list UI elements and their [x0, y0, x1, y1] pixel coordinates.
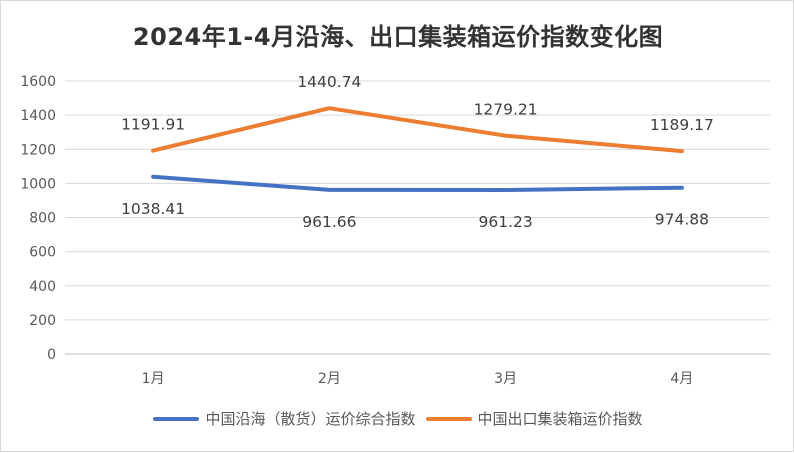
- data-label: 1038.41: [121, 200, 185, 218]
- x-tick-label: 3月: [494, 371, 517, 387]
- legend-label-coastal: 中国沿海（散货）运价综合指数: [205, 410, 416, 428]
- legend: 中国沿海（散货）运价综合指数 中国出口集装箱运价指数: [1, 408, 794, 429]
- series-line-0: [151, 174, 684, 192]
- y-tick-label: 0: [47, 347, 56, 363]
- y-tick-label: 1000: [20, 176, 56, 192]
- y-tick-label: 600: [29, 245, 56, 261]
- y-tick-label: 200: [29, 313, 56, 329]
- x-tick-label: 1月: [142, 371, 165, 387]
- data-label: 961.66: [302, 213, 356, 231]
- data-label: 961.23: [479, 213, 533, 231]
- data-label: 1191.91: [121, 116, 185, 134]
- x-tick-label: 4月: [670, 371, 693, 387]
- y-tick-label: 800: [29, 211, 56, 227]
- data-label: 1440.74: [297, 73, 361, 91]
- y-tick-label: 1200: [20, 142, 56, 158]
- y-tick-label: 1400: [20, 108, 56, 124]
- x-tick-label: 2月: [318, 371, 341, 387]
- chart-title: 2024年1-4月沿海、出口集装箱运价指数变化图: [132, 23, 664, 51]
- data-label: 1279.21: [474, 101, 538, 119]
- y-tick-label: 400: [29, 279, 56, 295]
- data-label: 974.88: [655, 211, 709, 229]
- legend-swatch-export: [425, 416, 472, 421]
- data-label: 1189.17: [650, 116, 714, 134]
- legend-item-coastal: 中国沿海（散货）运价综合指数: [153, 408, 416, 429]
- legend-label-export: 中国出口集装箱运价指数: [477, 410, 643, 428]
- legend-swatch-coastal: [153, 416, 200, 421]
- series-line-1: [151, 106, 684, 154]
- y-tick-label: 1600: [20, 74, 56, 90]
- legend-item-export: 中国出口集装箱运价指数: [425, 408, 643, 429]
